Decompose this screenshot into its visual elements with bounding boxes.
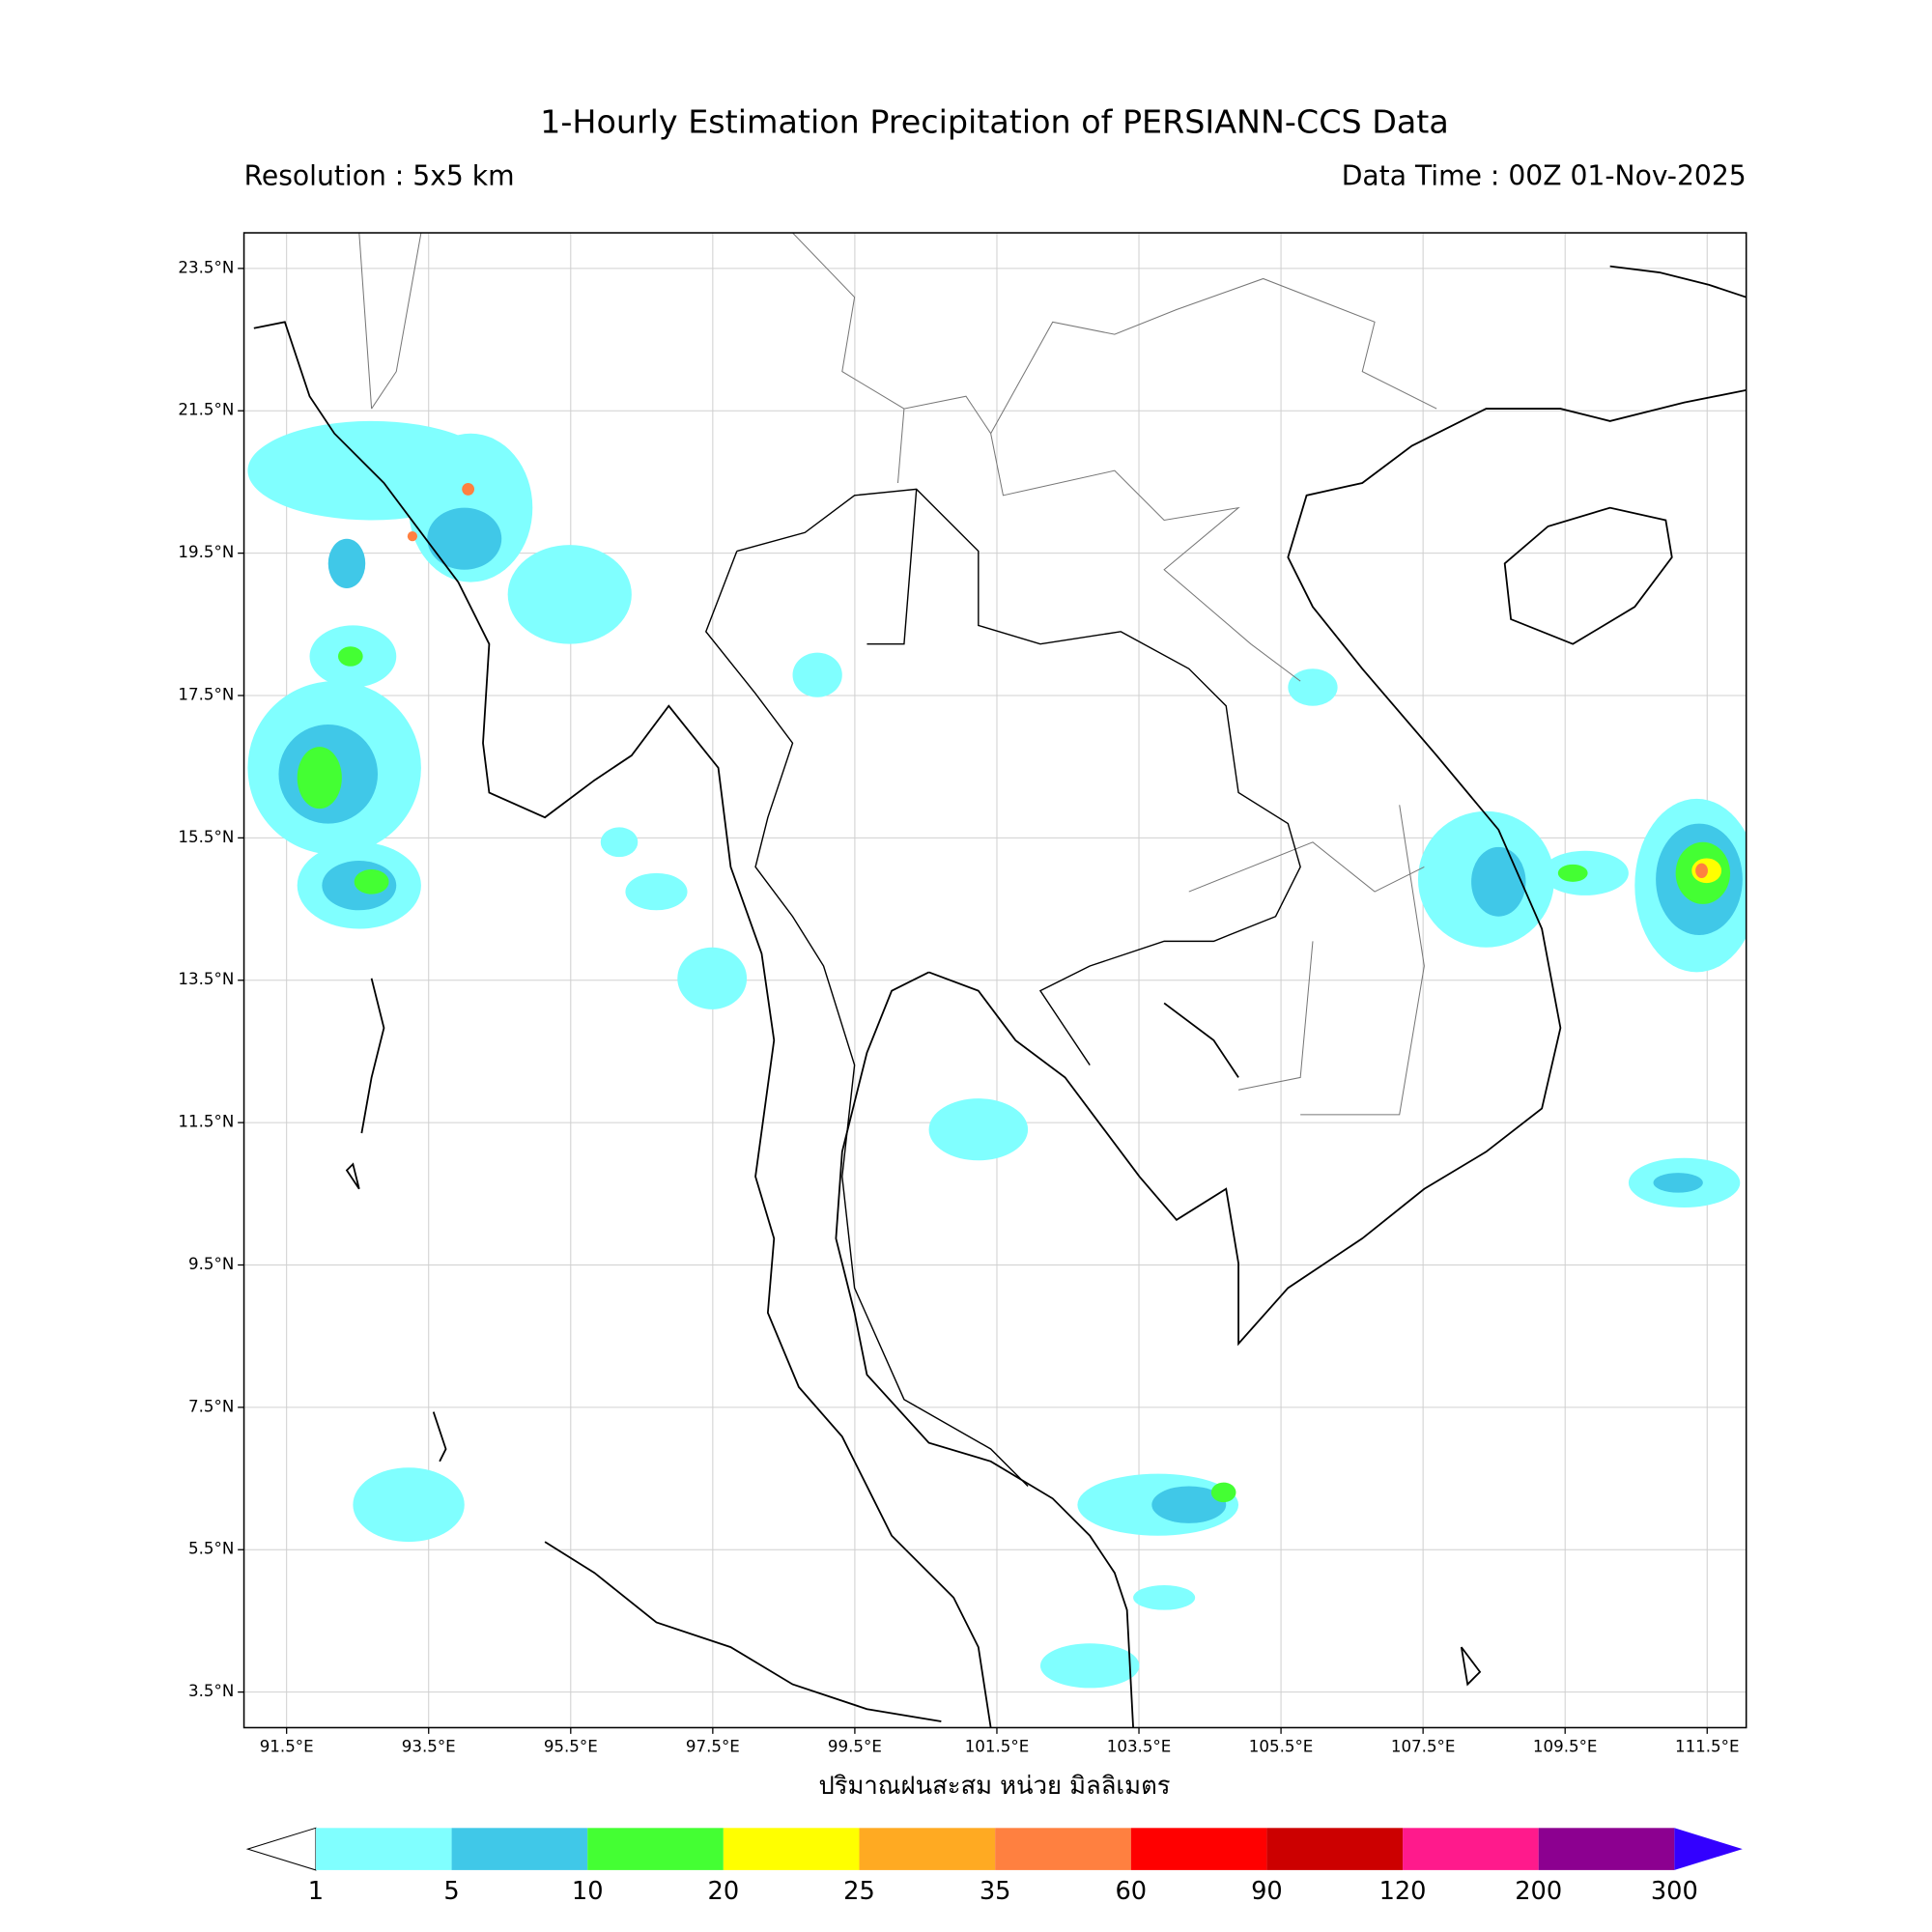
x-tick-label: 93.5°E — [402, 1737, 456, 1755]
y-tick-label: 23.5°N — [178, 258, 234, 276]
rain-heavy — [297, 646, 1731, 1503]
colorbar-segment — [315, 1828, 452, 1870]
y-tick-label: 17.5°N — [178, 685, 234, 703]
x-tick-label: 97.5°E — [686, 1737, 740, 1755]
x-tick-label: 101.5°E — [965, 1737, 1030, 1755]
colorbar-segment — [587, 1828, 724, 1870]
colorbar-label: 5 — [443, 1877, 459, 1906]
colorbar-segment — [723, 1828, 860, 1870]
y-tick-label: 19.5°N — [178, 543, 234, 561]
rain-intense — [407, 483, 1708, 878]
grid — [243, 233, 1747, 1728]
colorbar-label: 20 — [708, 1877, 740, 1906]
colorbar-over — [1674, 1828, 1743, 1870]
x-tick-label: 111.5°E — [1675, 1737, 1740, 1755]
colorbar-under — [245, 1827, 317, 1871]
colorbar-label: 120 — [1379, 1877, 1427, 1906]
colorbar-label: 1 — [308, 1877, 324, 1906]
x-tick-label: 103.5°E — [1107, 1737, 1172, 1755]
x-tick-label: 91.5°E — [260, 1737, 314, 1755]
colorbar-label: 90 — [1251, 1877, 1283, 1906]
rain-field — [247, 420, 1747, 1689]
x-tick-label: 109.5°E — [1533, 1737, 1598, 1755]
colorbar-label: 300 — [1651, 1877, 1698, 1906]
colorbar-label: 35 — [980, 1877, 1011, 1906]
x-tick-label: 105.5°E — [1249, 1737, 1314, 1755]
y-tick-label: 11.5°N — [178, 1113, 234, 1131]
x-label: ปริมาณฝนสะสม หน่วย มิลลิเมตร — [818, 1772, 1170, 1801]
x-tick-label: 107.5°E — [1391, 1737, 1456, 1755]
colorbar-segment — [859, 1828, 996, 1870]
x-tick-label: 99.5°E — [828, 1737, 882, 1755]
y-tick-label: 5.5°N — [188, 1540, 234, 1558]
data-time: Data Time : 00Z 01-Nov-2025 — [1342, 159, 1747, 191]
y-tick-label: 9.5°N — [188, 1255, 234, 1273]
colorbar-label: 200 — [1515, 1877, 1562, 1906]
colorbar-label: 60 — [1115, 1877, 1147, 1906]
y-tick-label: 3.5°N — [188, 1682, 234, 1700]
y-tick-label: 13.5°N — [178, 970, 234, 988]
colorbar-label: 10 — [572, 1877, 604, 1906]
title: 1-Hourly Estimation Precipitation of PER… — [540, 103, 1449, 141]
colorbar-segment — [995, 1828, 1131, 1870]
colorbar-segment — [1266, 1828, 1404, 1870]
colorbar-segment — [1403, 1828, 1539, 1870]
basemap — [253, 233, 1747, 1728]
axes: 91.5°E 93.5°E 95.5°E 97.5°E 99.5°E 101.5°E 103… — [178, 258, 1739, 1755]
y-tick-label: 21.5°N — [178, 401, 234, 419]
rain-light — [247, 420, 1747, 1689]
colorbar-segment — [1130, 1828, 1267, 1870]
resolution: Resolution : 5x5 km — [244, 159, 515, 191]
colorbar-segment — [1538, 1828, 1675, 1870]
y-tick-label: 7.5°N — [188, 1397, 234, 1415]
colorbar: 1 5 10 20 25 35 60 90 120 200 300 — [245, 1827, 1743, 1906]
colorbar-segment — [451, 1828, 588, 1870]
colorbar-label: 25 — [843, 1877, 875, 1906]
y-tick-label: 15.5°N — [178, 828, 234, 846]
x-tick-label: 95.5°E — [544, 1737, 598, 1755]
rain-moderate — [278, 507, 1743, 1523]
